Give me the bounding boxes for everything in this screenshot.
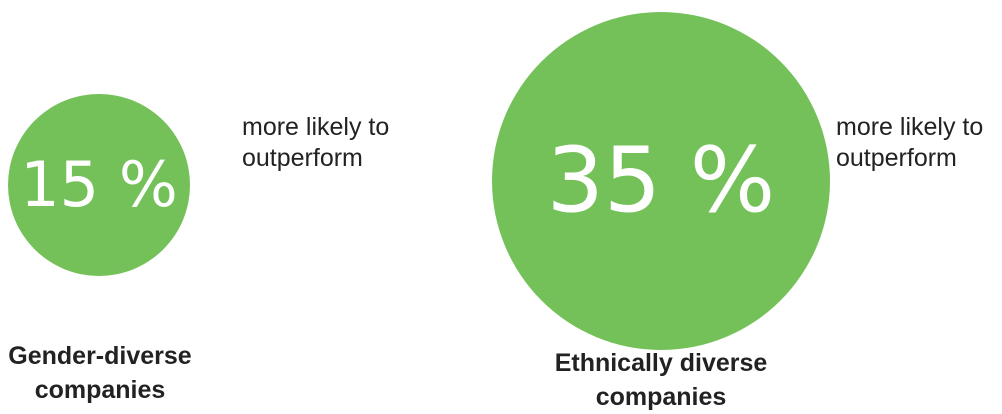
caption-line: more likely to: [242, 113, 390, 141]
label-line: companies: [34, 376, 166, 404]
ethnically-diverse-caption: more likely to outperform: [836, 112, 1002, 174]
gender-diverse-category-label: Gender-diverse companies: [0, 339, 200, 407]
gender-diverse-value-label: 15 %: [20, 148, 178, 221]
caption-line: more likely to: [836, 113, 984, 141]
gender-diverse-caption: more likely to outperform: [242, 112, 422, 174]
label-line: Gender-diverse: [8, 342, 192, 370]
caption-line: outperform: [836, 144, 957, 172]
label-line: companies: [595, 383, 727, 411]
caption-line: outperform: [242, 144, 363, 172]
ethnically-diverse-value-label: 35 %: [546, 128, 776, 233]
gender-diverse-bubble: 15 %: [8, 94, 190, 276]
ethnically-diverse-bubble: 35 %: [492, 12, 830, 350]
label-line: Ethnically diverse: [554, 349, 768, 377]
ethnically-diverse-category-label: Ethnically diverse companies: [520, 346, 802, 414]
